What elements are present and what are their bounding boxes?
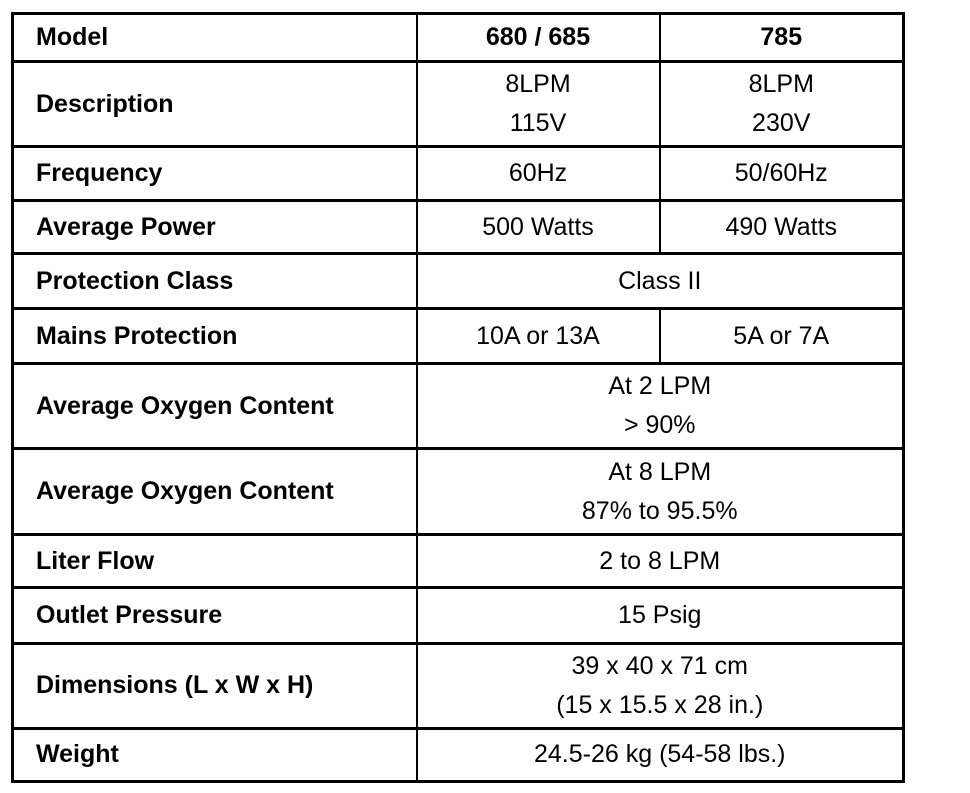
row-label-average-power: Average Power [11, 199, 418, 255]
value-cell: 10A or 13A [415, 307, 661, 365]
col-header-785: 785 [658, 12, 905, 63]
row-label-protection-class: Protection Class [11, 252, 418, 310]
value-cell: 490 Watts [658, 199, 905, 255]
value-cell-spanning: Class II [415, 252, 905, 310]
table-row-model: Model 680 / 685 785 [11, 12, 905, 63]
col-header-680-685: 680 / 685 [415, 12, 661, 63]
row-label-avg-oxygen-2lpm: Average Oxygen Content [11, 362, 418, 450]
value-cell-spanning: At 8 LPM 87% to 95.5% [415, 447, 905, 536]
value-cell: 50/60Hz [658, 145, 905, 202]
row-label-mains-protection: Mains Protection [11, 307, 418, 365]
table-row-avg-oxygen-8lpm: Average Oxygen Content At 8 LPM 87% to 9… [11, 447, 905, 536]
row-label-avg-oxygen-8lpm: Average Oxygen Content [11, 447, 418, 536]
table-row-avg-oxygen-2lpm: Average Oxygen Content At 2 LPM > 90% [11, 362, 905, 450]
table-row-average-power: Average Power 500 Watts 490 Watts [11, 199, 905, 255]
table-row-frequency: Frequency 60Hz 50/60Hz [11, 145, 905, 202]
row-label-liter-flow: Liter Flow [11, 533, 418, 589]
value-cell: 5A or 7A [658, 307, 905, 365]
row-label-outlet-pressure: Outlet Pressure [11, 586, 418, 645]
row-label-description: Description [11, 60, 418, 148]
value-cell: 8LPM 115V [415, 60, 661, 148]
table-row-dimensions: Dimensions (L x W x H) 39 x 40 x 71 cm (… [11, 642, 905, 730]
row-label-weight: Weight [11, 726, 418, 783]
table-row-weight: Weight 24.5-26 kg (54-58 lbs.) [11, 726, 905, 783]
table-row-description: Description 8LPM 115V 8LPM 230V [11, 60, 905, 148]
value-cell: 8LPM 230V [658, 60, 905, 148]
table-row-liter-flow: Liter Flow 2 to 8 LPM [11, 533, 905, 589]
row-label-model: Model [11, 12, 418, 63]
value-cell: 60Hz [415, 145, 661, 202]
value-cell-spanning: 2 to 8 LPM [415, 533, 905, 589]
row-label-dimensions: Dimensions (L x W x H) [11, 642, 418, 730]
row-label-frequency: Frequency [11, 145, 418, 202]
value-cell-spanning: 15 Psig [415, 586, 905, 645]
spec-table: Model 680 / 685 785 Description 8LPM 115… [11, 12, 905, 783]
table-row-mains-protection: Mains Protection 10A or 13A 5A or 7A [11, 307, 905, 365]
value-cell-spanning: 39 x 40 x 71 cm (15 x 15.5 x 28 in.) [415, 642, 905, 730]
table-row-outlet-pressure: Outlet Pressure 15 Psig [11, 586, 905, 645]
value-cell: 500 Watts [415, 199, 661, 255]
value-cell-spanning: 24.5-26 kg (54-58 lbs.) [415, 726, 905, 783]
value-cell-spanning: At 2 LPM > 90% [415, 362, 905, 450]
table-row-protection-class: Protection Class Class II [11, 252, 905, 310]
